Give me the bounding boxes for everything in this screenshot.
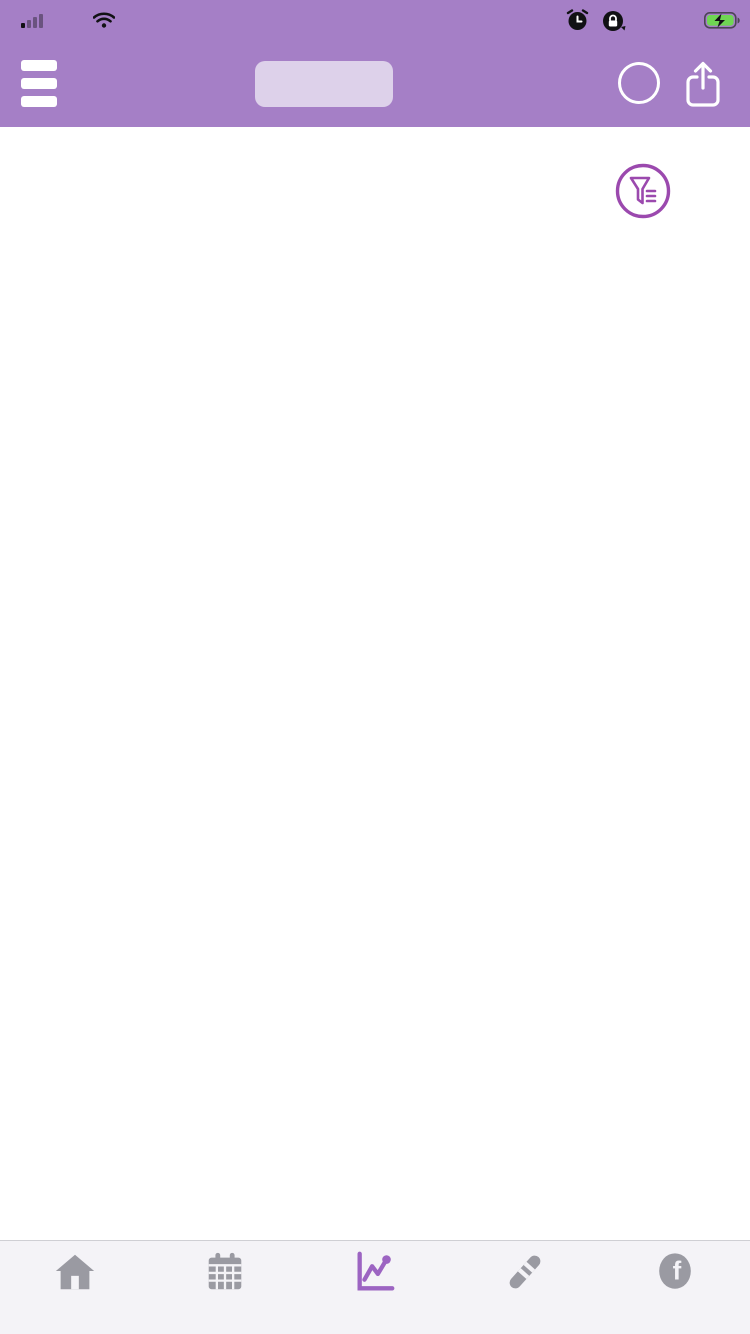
charts-icon (357, 1251, 395, 1291)
group-facebook-icon: f (659, 1253, 691, 1289)
hamburger-bar (21, 78, 57, 89)
wifi-icon (93, 12, 115, 28)
bottom-tab-bar: f (0, 1240, 750, 1334)
tab-charts[interactable] (300, 1241, 450, 1334)
battery-charging-icon (704, 12, 740, 29)
hamburger-bar (21, 60, 57, 71)
view-table-button[interactable] (255, 61, 393, 107)
tab-home[interactable] (0, 1241, 150, 1334)
menu-hamburger-button[interactable] (21, 60, 57, 107)
filter-funnel-icon (615, 163, 671, 219)
tests-icon (509, 1255, 541, 1289)
tab-tests[interactable] (450, 1241, 600, 1334)
cycle-chart (0, 127, 750, 889)
share-icon[interactable] (684, 60, 722, 108)
tracking-table (0, 890, 750, 1052)
alarm-icon (566, 9, 589, 30)
svg-text:f: f (673, 1258, 682, 1286)
orientation-lock-icon (603, 11, 626, 31)
tab-group[interactable]: f (600, 1241, 750, 1334)
hamburger-bar (21, 96, 57, 107)
home-icon (55, 1254, 95, 1290)
calendar-icon (208, 1252, 242, 1290)
tab-calendar[interactable] (150, 1241, 300, 1334)
help-icon[interactable] (618, 62, 660, 104)
signal-strength-icon (21, 14, 43, 28)
filter-button[interactable] (611, 163, 675, 225)
